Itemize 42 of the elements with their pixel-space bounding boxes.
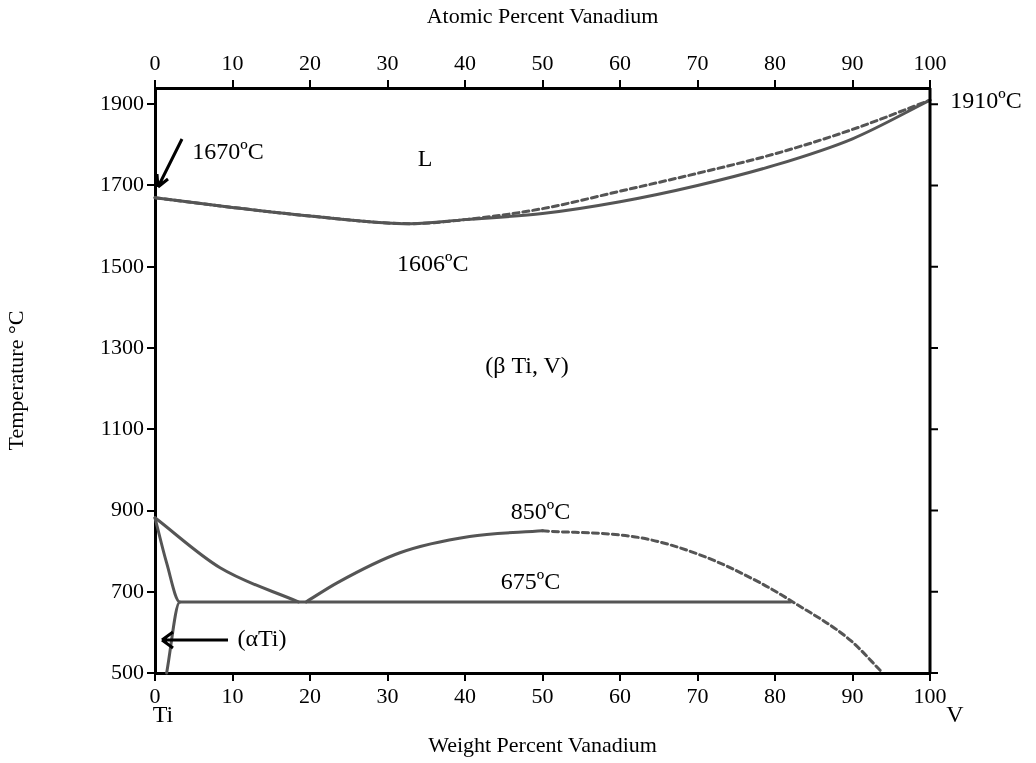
x2-tick-label: 50 [531,49,554,75]
x2-tick-label: 100 [913,49,947,75]
x2-tick-label: 40 [454,49,476,75]
x-tick-label: 30 [376,682,399,708]
annotation: 1910ºC [950,87,1022,114]
annotation: 1670ºC [192,137,264,164]
x-tick-label: 10 [221,682,244,708]
y-tick-label: 1300 [100,333,144,359]
y-tick-label: 1900 [100,90,144,116]
y-axis-title: Temperature °C [2,310,28,451]
x-tick-label: 60 [609,682,631,708]
x2-tick-label: 20 [299,49,321,75]
x-tick-label: 100 [913,682,947,708]
y-tick-label: 500 [111,658,144,684]
y-tick-label: 1500 [100,252,144,278]
x-tick-label: 0 [149,682,161,708]
annotation: L [417,145,433,172]
x2-tick-label: 70 [686,49,709,75]
x2-tick-label: 80 [764,49,786,75]
x-tick-label: 70 [686,682,709,708]
x2-tick-label: 60 [609,49,631,75]
x2-tick-label: 0 [149,49,161,75]
x-axis-title: Weight Percent Vanadium [428,731,657,757]
x2-axis-title: Atomic Percent Vanadium [426,2,659,28]
y-tick-label: 700 [111,577,144,603]
y-tick-label: 1100 [100,415,144,441]
annotation: (β Ti, V) [485,352,569,379]
annotation: (αTi) [237,625,287,652]
y-tick-label: 1700 [100,171,144,197]
x2-tick-label: 90 [841,49,864,75]
y-tick-label: 900 [111,496,144,522]
x-tick-label: 50 [531,682,554,708]
x2-tick-label: 30 [376,49,399,75]
x-tick-label: 20 [299,682,321,708]
x2-tick-label: 10 [221,49,244,75]
annotation: 850ºC [510,498,571,525]
x-tick-label: 80 [764,682,786,708]
x-tick-label: 40 [454,682,476,708]
x-tick-label: 90 [841,682,864,708]
annotation: 1606ºC [397,249,469,276]
annotation: 675ºC [500,568,561,595]
text: V [946,701,965,728]
